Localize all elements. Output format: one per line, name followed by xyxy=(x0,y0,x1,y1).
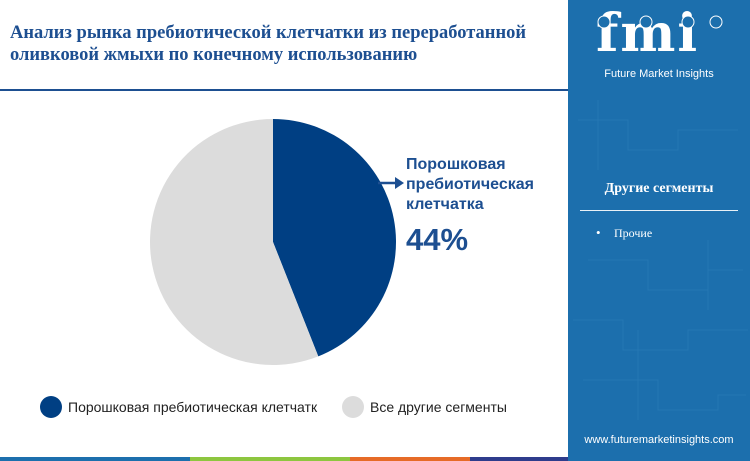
footer-stripe-segment xyxy=(568,457,750,461)
legend-item-others: Все другие сегменты xyxy=(342,396,507,418)
sidebar: fmi Future Market Insights Другие сегмен… xyxy=(568,0,750,458)
globe-icon xyxy=(597,15,723,29)
fmi-logo: fmi Future Market Insights xyxy=(568,4,750,90)
legend-item-powder: Порошковая пребиотическая клетчатк xyxy=(40,396,317,418)
sidebar-heading: Другие сегменты xyxy=(604,181,714,196)
legend-label-powder: Порошковая пребиотическая клетчатк xyxy=(68,399,318,415)
logo-letters: fmi xyxy=(596,3,700,64)
chart-legend: Порошковая пребиотическая клетчатк Все д… xyxy=(40,396,560,418)
callout-arrow-icon xyxy=(378,177,404,189)
footer-stripe-segment xyxy=(0,457,190,461)
legend-label-others: Все другие сегменты xyxy=(370,399,507,415)
chart-title: Анализ рынка пребиотической клетчатки из… xyxy=(10,23,527,65)
footer-stripe xyxy=(0,457,750,461)
title-divider xyxy=(0,89,568,91)
website-url[interactable]: www.futuremarketinsights.com xyxy=(584,434,734,446)
footer-stripe-segment xyxy=(470,457,568,461)
segment-item: Прочие xyxy=(596,225,652,241)
legend-swatch-powder xyxy=(40,396,62,418)
pie-slice-others xyxy=(150,119,319,365)
footer-stripe-segment xyxy=(190,457,350,461)
pie-chart xyxy=(150,119,396,365)
callout-label: Порошковая пребиотическая клетчатка xyxy=(406,156,535,213)
brand-name: Future Market Insights xyxy=(604,68,714,80)
footer-stripe-segment xyxy=(350,457,470,461)
pie-slice-powder xyxy=(273,119,396,357)
sidebar-texture xyxy=(573,100,748,420)
callout-value: 44% xyxy=(406,222,469,257)
sidebar-divider xyxy=(580,210,738,211)
legend-swatch-others xyxy=(342,396,364,418)
segment-list: Прочие xyxy=(596,225,652,241)
